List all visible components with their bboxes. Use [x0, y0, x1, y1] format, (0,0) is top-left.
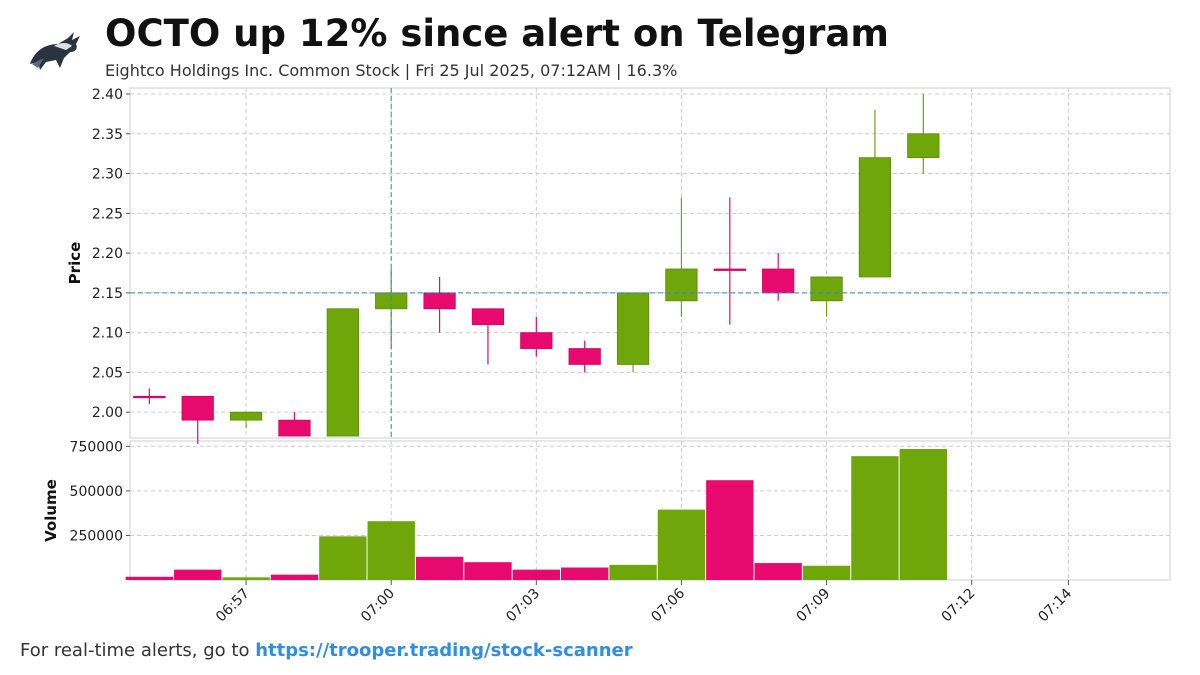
volume-tick-label: 750000: [70, 439, 123, 455]
volume-panel-frame: [129, 440, 1171, 581]
volume-bar: [270, 574, 319, 580]
volume-bar: [561, 567, 609, 580]
stock-chart: 2.00 2.05 2.10 2.15 2.20 2.25 2.30 2.35 2.40 2500…: [42, 87, 1171, 626]
volume-bar: [367, 521, 415, 580]
volume-bar: [754, 563, 802, 580]
footer-text: For real-time alerts, go to https://troo…: [20, 640, 633, 661]
volume-bar: [125, 576, 174, 580]
candle-body: [181, 395, 214, 421]
time-tick-label: 07:14: [1035, 585, 1075, 625]
time-tick-label: 07:06: [648, 585, 688, 625]
scanner-link[interactable]: https://trooper.trading/stock-scanner: [255, 640, 633, 661]
price-tick-label: 2.30: [92, 167, 123, 183]
volume-bar: [415, 556, 464, 580]
price-tick-label: 2.20: [92, 246, 123, 262]
volume-bar: [319, 536, 367, 580]
volume-bar: [657, 509, 706, 580]
price-axis-label: Price: [66, 242, 84, 285]
price-tick-label: 2.10: [92, 326, 123, 342]
candle-body: [762, 268, 795, 294]
time-tick-label: 07:00: [358, 586, 398, 626]
candle-body: [907, 133, 940, 159]
bull-logo-icon: [30, 32, 80, 70]
time-tick-label: 07:09: [794, 586, 834, 626]
price-tick-label: 2.05: [92, 365, 123, 381]
price-tick-label: 2.25: [92, 206, 123, 222]
price-tick-label: 2.00: [92, 405, 123, 421]
volume-bar: [802, 565, 851, 580]
candle-body: [229, 411, 263, 421]
volume-axis-label: Volume: [42, 479, 60, 542]
candle-body: [713, 268, 746, 271]
candle-body: [326, 308, 359, 437]
time-tick-label: 07:12: [939, 586, 979, 626]
price-tick-label: 2.15: [92, 286, 123, 302]
time-tick-label: 06:57: [213, 586, 253, 626]
page-subtitle: Eightco Holdings Inc. Common Stock | Fri…: [105, 61, 678, 80]
volume-bar: [706, 480, 754, 580]
price-panel-frame: [129, 87, 1171, 439]
candle-body: [278, 419, 311, 437]
candle-body: [520, 332, 553, 349]
volume-bar: [222, 577, 270, 580]
footer-prefix: For real-time alerts, go to: [20, 640, 256, 661]
candle-body: [568, 348, 601, 365]
candle-body: [133, 395, 166, 399]
volume-bar: [464, 562, 512, 580]
volume-bar: [512, 569, 561, 580]
page-title: OCTO up 12% since alert on Telegram: [105, 12, 889, 55]
candle-body: [665, 268, 698, 302]
volume-tick-label: 500000: [70, 484, 123, 500]
volume-bar: [851, 456, 899, 580]
candle-body: [810, 276, 843, 302]
candle-body: [616, 292, 650, 365]
candle-body: [423, 292, 456, 310]
volume-bar: [899, 449, 947, 580]
candle-body: [858, 157, 892, 278]
time-tick-label: 07:03: [503, 586, 543, 626]
price-tick-label: 2.40: [92, 87, 123, 103]
volume-bar: [174, 569, 222, 580]
volume-bar: [609, 564, 657, 580]
volume-tick-label: 250000: [70, 528, 123, 544]
candle-body: [471, 308, 505, 326]
price-tick-label: 2.35: [92, 127, 123, 143]
